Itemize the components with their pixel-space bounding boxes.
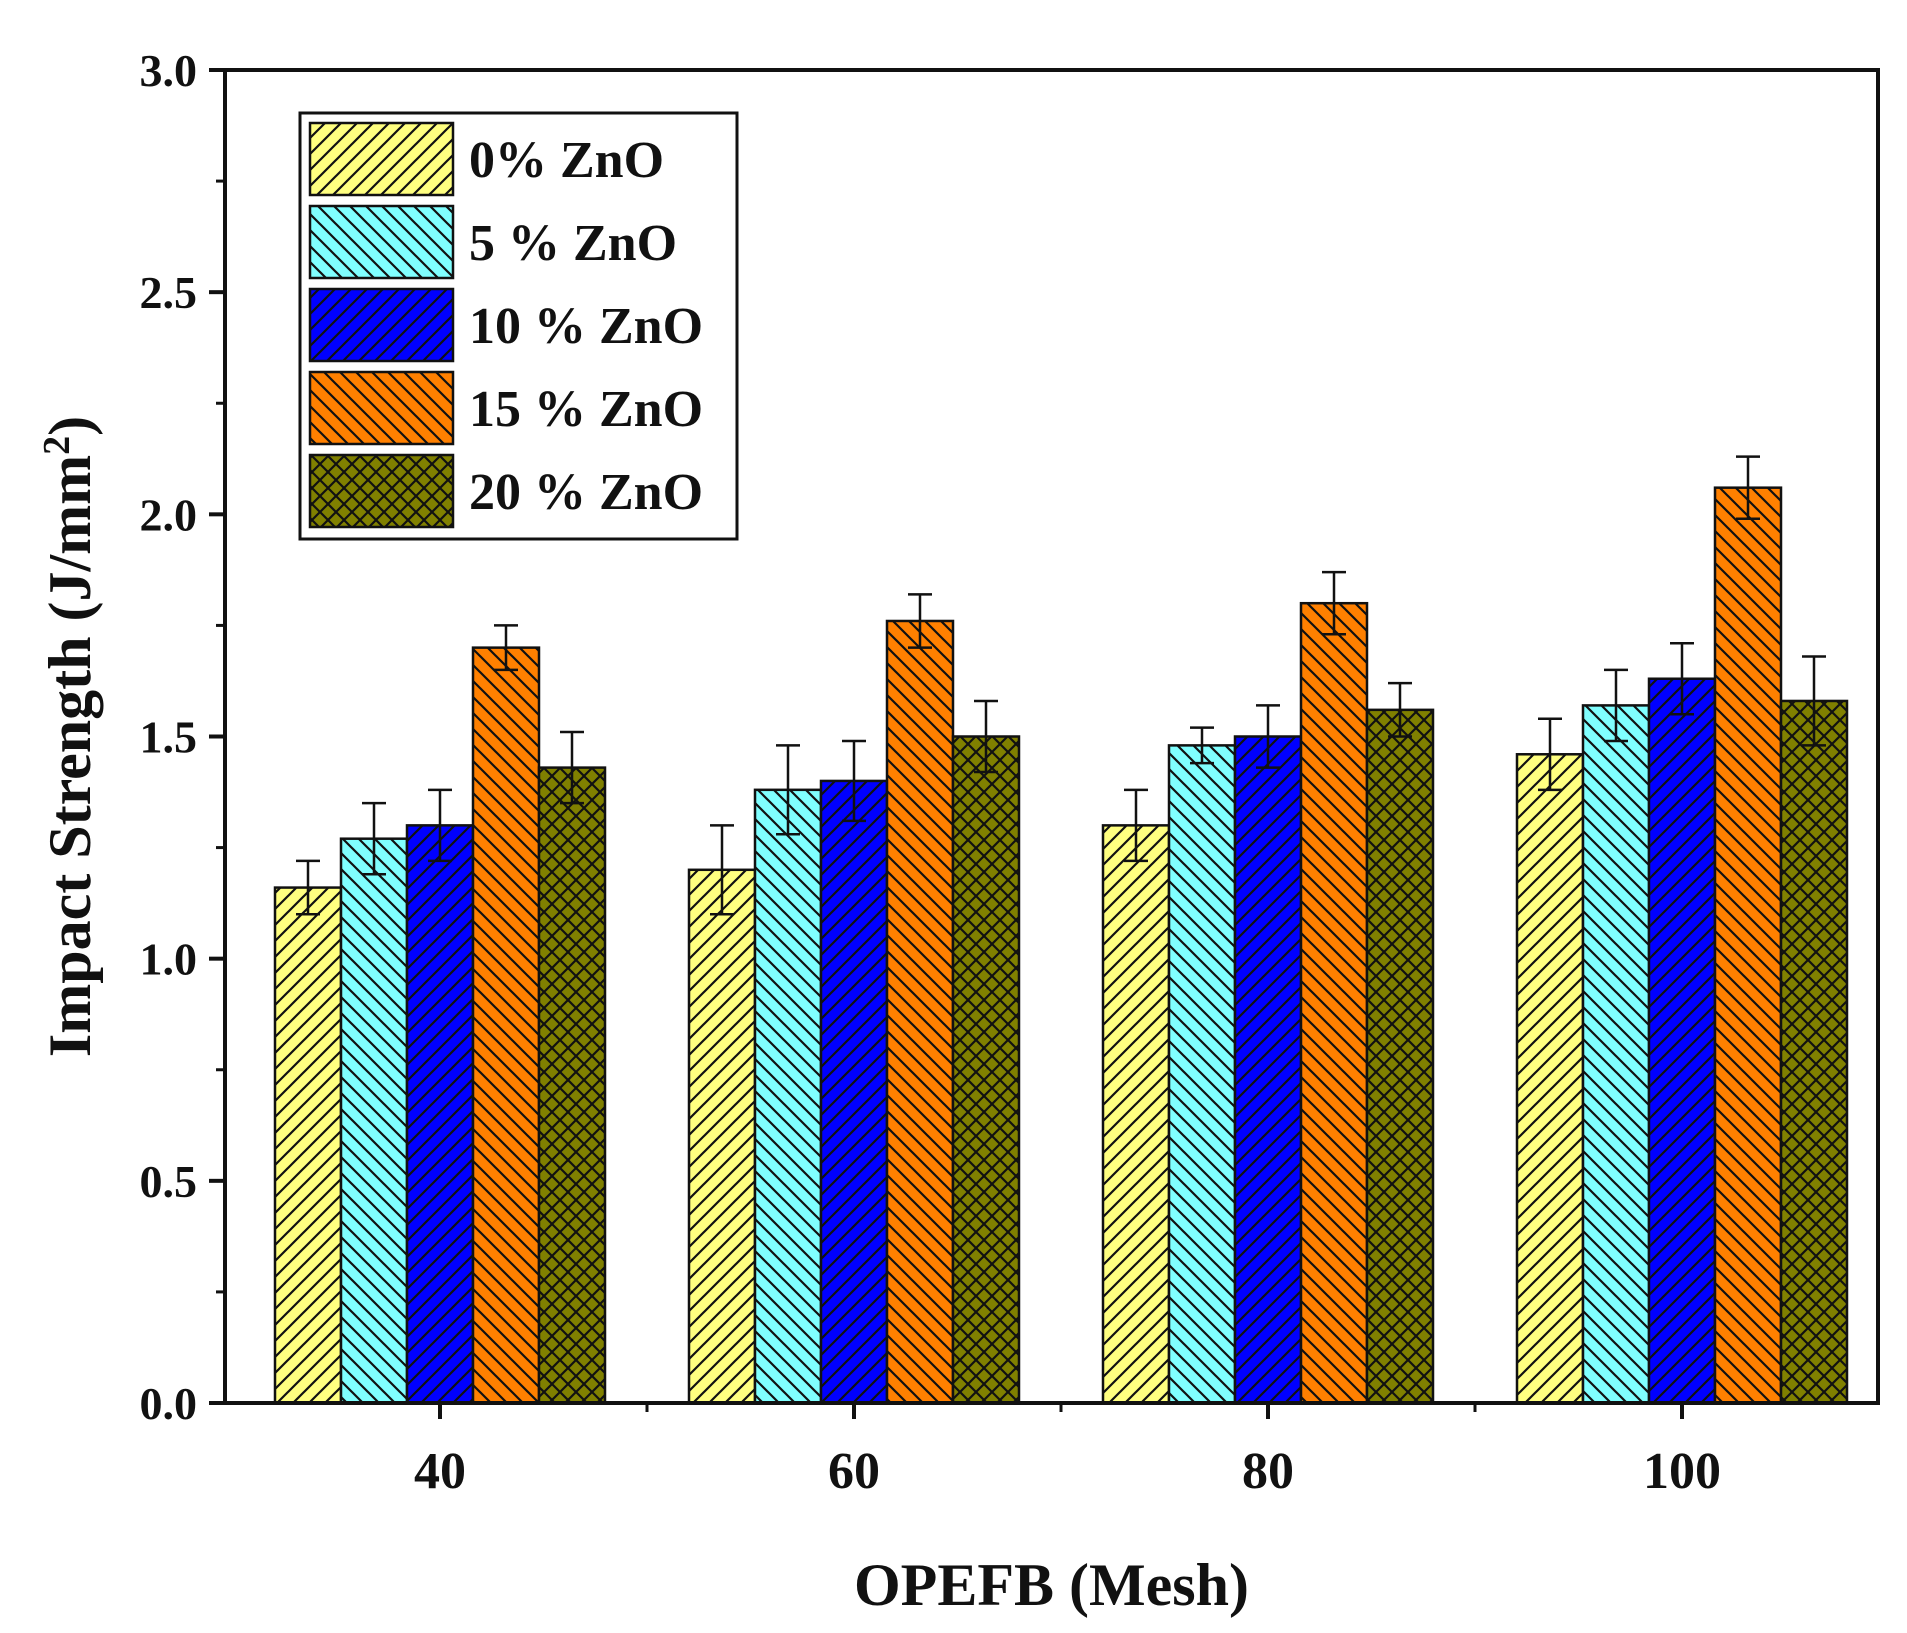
bar xyxy=(885,619,955,1405)
y-tick-label: 2.5 xyxy=(140,267,198,318)
bar xyxy=(1233,735,1303,1405)
bar xyxy=(1581,704,1651,1405)
bar xyxy=(1515,753,1585,1405)
bar xyxy=(1299,601,1369,1405)
bar xyxy=(1167,744,1237,1405)
x-tick-label: 100 xyxy=(1643,1443,1721,1500)
x-axis-title: OPEFB (Mesh) xyxy=(854,1552,1249,1618)
y-axis-title-superscript: 2 xyxy=(36,436,78,455)
x-tick-label: 40 xyxy=(414,1443,466,1500)
bar xyxy=(339,837,409,1405)
x-tick-label: 60 xyxy=(828,1443,880,1500)
bar xyxy=(753,788,823,1405)
legend-label: 20 % ZnO xyxy=(469,464,703,521)
legend-label: 0% ZnO xyxy=(469,132,664,189)
legend-label: 5 % ZnO xyxy=(469,215,677,272)
legend-swatch xyxy=(308,453,455,529)
bars-layer xyxy=(273,486,1849,1405)
bar xyxy=(471,646,541,1405)
y-tick-label: 2.0 xyxy=(140,489,198,540)
y-axis-title-main: Impact Strength (J/mm xyxy=(37,455,103,1057)
legend-label: 15 % ZnO xyxy=(469,381,703,438)
y-tick-label: 1.5 xyxy=(140,712,198,763)
bar xyxy=(537,766,607,1405)
y-tick-label: 0.0 xyxy=(140,1378,198,1429)
bar xyxy=(819,779,889,1405)
bar xyxy=(1779,699,1849,1405)
bar xyxy=(951,735,1021,1405)
bar xyxy=(1101,824,1171,1405)
legend-swatch xyxy=(308,121,455,197)
y-axis: 0.0 0.5 1.0 1.5 2.0 2.5 3.0 xyxy=(140,45,225,1429)
y-tick-label: 1.0 xyxy=(140,934,198,985)
legend-swatch xyxy=(308,204,455,280)
y-axis-title-suffix: ) xyxy=(37,416,103,436)
y-tick-label: 3.0 xyxy=(140,45,198,96)
bar xyxy=(1647,677,1717,1405)
bar xyxy=(405,824,475,1405)
bar xyxy=(1365,708,1435,1405)
legend: 0% ZnO 5 % ZnO 10 % ZnO 15 % ZnO 20 % ZnO xyxy=(298,111,739,541)
legend-swatch xyxy=(308,287,455,363)
error-bars-layer xyxy=(296,455,1826,916)
bar xyxy=(687,868,757,1405)
bar xyxy=(1713,486,1783,1405)
y-axis-title: Impact Strength (J/mm2) xyxy=(36,416,103,1057)
x-tick-label: 80 xyxy=(1242,1443,1294,1500)
legend-swatch xyxy=(308,370,455,446)
legend-label: 10 % ZnO xyxy=(469,298,703,355)
y-tick-label: 0.5 xyxy=(140,1156,198,1207)
x-axis: 40 60 80 100 xyxy=(414,1403,1721,1500)
bar xyxy=(273,886,343,1405)
